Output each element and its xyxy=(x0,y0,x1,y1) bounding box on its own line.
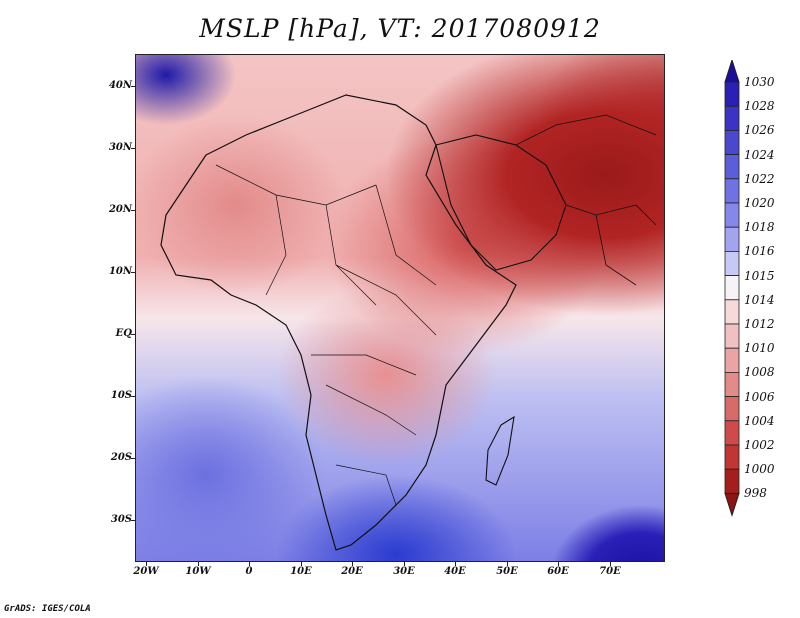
x-tick-20w: 20W xyxy=(133,566,159,577)
y-tickmark xyxy=(131,272,136,273)
y-tick-40n: 40N xyxy=(108,80,132,91)
y-tickmark xyxy=(131,334,136,335)
africa-coastline xyxy=(160,94,517,551)
x-tickmark xyxy=(558,561,559,566)
colorbar-label: 1016 xyxy=(744,244,775,259)
x-tick-20e: 20E xyxy=(341,566,363,577)
x-tickmark xyxy=(610,561,611,566)
colorbar-box xyxy=(724,323,740,349)
arabia-coastline xyxy=(435,134,567,271)
colorbar-box xyxy=(724,468,740,494)
colorbar-label: 1008 xyxy=(744,365,775,380)
x-tickmark xyxy=(198,561,199,566)
x-tick-70e: 70E xyxy=(599,566,621,577)
coastlines-layer xyxy=(160,94,657,551)
x-tickmark xyxy=(404,561,405,566)
colorbar-label: 998 xyxy=(744,486,767,501)
colorbar-box xyxy=(724,130,740,156)
colorbar-box xyxy=(724,444,740,470)
x-tickmark xyxy=(301,561,302,566)
colorbar xyxy=(724,60,740,518)
grads-credit: GrADS: IGES/COLA xyxy=(4,604,91,614)
x-tick-50e: 50E xyxy=(496,566,518,577)
x-tickmark xyxy=(249,561,250,566)
colorbar-bottom-arrow xyxy=(724,492,740,518)
y-tick-10n: 10N xyxy=(108,266,132,277)
y-tickmark xyxy=(131,396,136,397)
country-borders xyxy=(215,164,437,506)
colorbar-box xyxy=(724,154,740,180)
colorbar-label: 1020 xyxy=(744,196,775,210)
colorbar-box xyxy=(724,396,740,422)
colorbar-box xyxy=(724,371,740,397)
colorbar-box xyxy=(724,105,740,131)
colorbar-box xyxy=(724,226,740,252)
colorbar-label: 1010 xyxy=(744,341,775,356)
colorbar-box xyxy=(724,275,740,301)
colorbar-box xyxy=(724,202,740,228)
y-tick-10s: 10S xyxy=(110,390,132,401)
x-tick-10e: 10E xyxy=(290,566,312,577)
colorbar-label: 1015 xyxy=(744,268,775,283)
y-tickmark xyxy=(131,210,136,211)
y-tick-eq: EQ xyxy=(115,328,132,339)
madagascar-coastline xyxy=(485,415,515,486)
colorbar-label: 1012 xyxy=(744,317,775,331)
y-tickmark xyxy=(131,148,136,149)
x-tick-10w: 10W xyxy=(185,566,211,577)
colorbar-box xyxy=(724,81,740,107)
colorbar-label: 1014 xyxy=(744,292,775,307)
colorbar-label: 1030 xyxy=(744,75,775,89)
y-tickmark xyxy=(131,86,136,87)
y-tick-20n: 20N xyxy=(108,204,132,215)
x-tickmark xyxy=(455,561,456,566)
x-tickmark xyxy=(352,561,353,566)
x-tick-60e: 60E xyxy=(547,566,569,577)
colorbar-box xyxy=(724,420,740,446)
x-tick-0: 0 xyxy=(245,566,253,577)
colorbar-label: 1024 xyxy=(744,147,775,162)
y-tickmark xyxy=(131,520,136,521)
x-tick-40e: 40E xyxy=(444,566,466,577)
colorbar-box xyxy=(724,347,740,373)
colorbar-top-arrow xyxy=(724,60,740,83)
colorbar-label: 1022 xyxy=(744,171,775,186)
colorbar-box xyxy=(724,299,740,325)
colorbar-label: 1028 xyxy=(744,99,775,114)
asia-borders xyxy=(515,114,657,286)
colorbar-label: 1000 xyxy=(744,462,775,477)
y-tick-30n: 30N xyxy=(108,142,132,153)
y-tick-30s: 30S xyxy=(110,514,132,525)
x-tickmark xyxy=(507,561,508,566)
map-title: MSLP [hPa], VT: 2017080912 xyxy=(199,14,601,43)
colorbar-box xyxy=(724,178,740,204)
y-tickmark xyxy=(131,458,136,459)
x-tick-30e: 30E xyxy=(393,566,415,577)
y-tick-20s: 20S xyxy=(110,452,132,463)
colorbar-label: 1002 xyxy=(744,438,775,452)
colorbar-label: 1026 xyxy=(744,123,775,138)
map-frame xyxy=(135,54,665,562)
colorbar-box xyxy=(724,250,740,276)
colorbar-label: 1006 xyxy=(744,389,775,404)
colorbar-label: 1018 xyxy=(744,220,775,235)
x-tickmark xyxy=(146,561,147,566)
colorbar-label: 1004 xyxy=(744,413,775,428)
